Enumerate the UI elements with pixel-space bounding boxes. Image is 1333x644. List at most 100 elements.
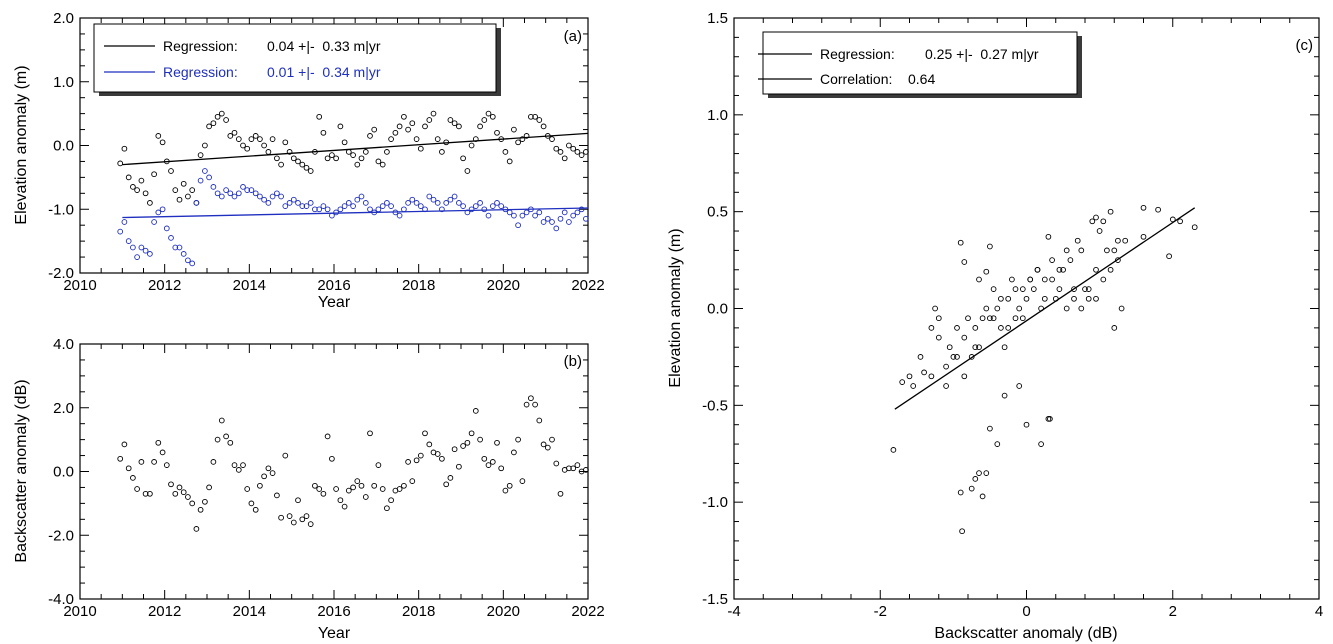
y-tick-label: 1.0 xyxy=(53,74,74,91)
data-point xyxy=(189,500,196,507)
data-point xyxy=(515,436,521,443)
data-point xyxy=(159,139,166,146)
data-point xyxy=(506,209,513,216)
x-tick-label: 2018 xyxy=(402,603,435,620)
data-point xyxy=(519,136,526,142)
data-point xyxy=(928,373,935,380)
data-point xyxy=(910,383,917,389)
data-point xyxy=(371,126,378,133)
data-point xyxy=(417,145,424,152)
data-point xyxy=(333,209,339,216)
data-point xyxy=(159,449,166,456)
panel-a-points xyxy=(117,110,589,267)
y-tick-label: 0.5 xyxy=(707,204,728,221)
panel-b-backscatter-time-series: 2010 2012 2014 2016 2018 2020 2022 -4.0 -2.0 0.0… xyxy=(13,336,605,642)
data-point xyxy=(553,145,560,152)
data-point xyxy=(1030,286,1037,292)
data-point xyxy=(329,152,335,158)
data-point xyxy=(1078,305,1085,312)
data-point xyxy=(159,206,166,213)
data-point xyxy=(189,187,196,193)
data-point xyxy=(290,196,297,203)
data-point xyxy=(553,225,560,232)
data-point xyxy=(125,238,132,244)
y-tick-label: -4.0 xyxy=(48,591,74,608)
data-point xyxy=(367,133,373,139)
data-point xyxy=(354,196,361,203)
y-tick-label: 0.0 xyxy=(53,138,74,155)
data-point xyxy=(316,486,323,492)
panel-a-legend: Regression: 0.04 +|- 0.33 m|yr Regressio… xyxy=(93,23,501,96)
data-point xyxy=(460,155,466,162)
data-point xyxy=(235,136,242,142)
panel-c-x-tick-labels: -4 -2 0 2 4 xyxy=(727,603,1323,620)
data-point xyxy=(583,215,589,222)
data-point xyxy=(214,190,221,197)
data-point xyxy=(1016,305,1023,312)
data-point xyxy=(481,455,488,462)
data-point xyxy=(227,439,234,446)
data-point xyxy=(316,206,323,213)
x-tick-label: 2 xyxy=(1169,603,1177,620)
data-point xyxy=(350,152,356,158)
data-point xyxy=(286,149,293,155)
x-tick-label: 0 xyxy=(1022,603,1030,620)
data-point xyxy=(142,190,149,197)
panel-b-points xyxy=(117,395,589,532)
panel-c-y-axis-title: Elevation anomaly (m) xyxy=(667,228,684,387)
data-point xyxy=(976,276,982,283)
data-point xyxy=(151,171,157,178)
data-point xyxy=(202,498,208,505)
regression-line xyxy=(122,207,589,219)
data-point xyxy=(968,354,975,360)
data-point xyxy=(295,200,301,206)
data-point xyxy=(210,459,217,465)
data-point xyxy=(197,152,204,158)
data-point xyxy=(341,503,348,510)
data-point xyxy=(265,465,272,472)
y-tick-label: -1.0 xyxy=(702,494,728,511)
panel-b-ticks xyxy=(79,343,589,600)
panel-b-y-axis-title: Backscatter anomaly (dB) xyxy=(13,379,30,562)
data-point xyxy=(274,155,280,162)
data-point xyxy=(498,136,505,142)
data-point xyxy=(976,470,982,476)
data-point xyxy=(371,482,378,489)
data-point xyxy=(401,113,407,120)
data-point xyxy=(528,395,534,402)
data-point xyxy=(426,117,433,123)
data-point xyxy=(434,136,441,142)
data-point xyxy=(519,212,526,219)
data-point xyxy=(549,436,555,443)
data-point xyxy=(180,180,187,187)
data-point xyxy=(451,120,458,127)
data-point xyxy=(312,482,318,489)
data-point xyxy=(540,219,547,225)
data-point xyxy=(333,486,339,492)
data-point xyxy=(506,158,513,165)
data-point xyxy=(549,219,555,225)
y-tick-label: 1.0 xyxy=(707,107,728,124)
data-point xyxy=(1140,204,1147,211)
data-point xyxy=(578,152,585,158)
y-tick-label: 2.0 xyxy=(53,10,74,27)
data-point xyxy=(570,212,577,219)
data-point xyxy=(413,457,420,464)
data-point xyxy=(1063,305,1070,312)
data-point xyxy=(460,443,466,449)
data-point xyxy=(345,200,352,206)
y-tick-label: -0.5 xyxy=(702,397,728,414)
data-point xyxy=(532,113,538,120)
data-point xyxy=(350,484,356,491)
data-point xyxy=(130,475,136,481)
data-point xyxy=(274,190,280,197)
data-point xyxy=(464,439,471,446)
panel-c-y-tick-labels: -1.5 -1.0 -0.5 0.0 0.5 1.0 1.5 xyxy=(702,10,728,608)
data-point xyxy=(117,160,124,167)
data-point xyxy=(957,489,964,496)
data-point xyxy=(375,206,382,213)
data-point xyxy=(511,449,517,456)
x-tick-label: 4 xyxy=(1315,603,1323,620)
data-point xyxy=(1074,237,1081,244)
data-point xyxy=(447,117,454,123)
